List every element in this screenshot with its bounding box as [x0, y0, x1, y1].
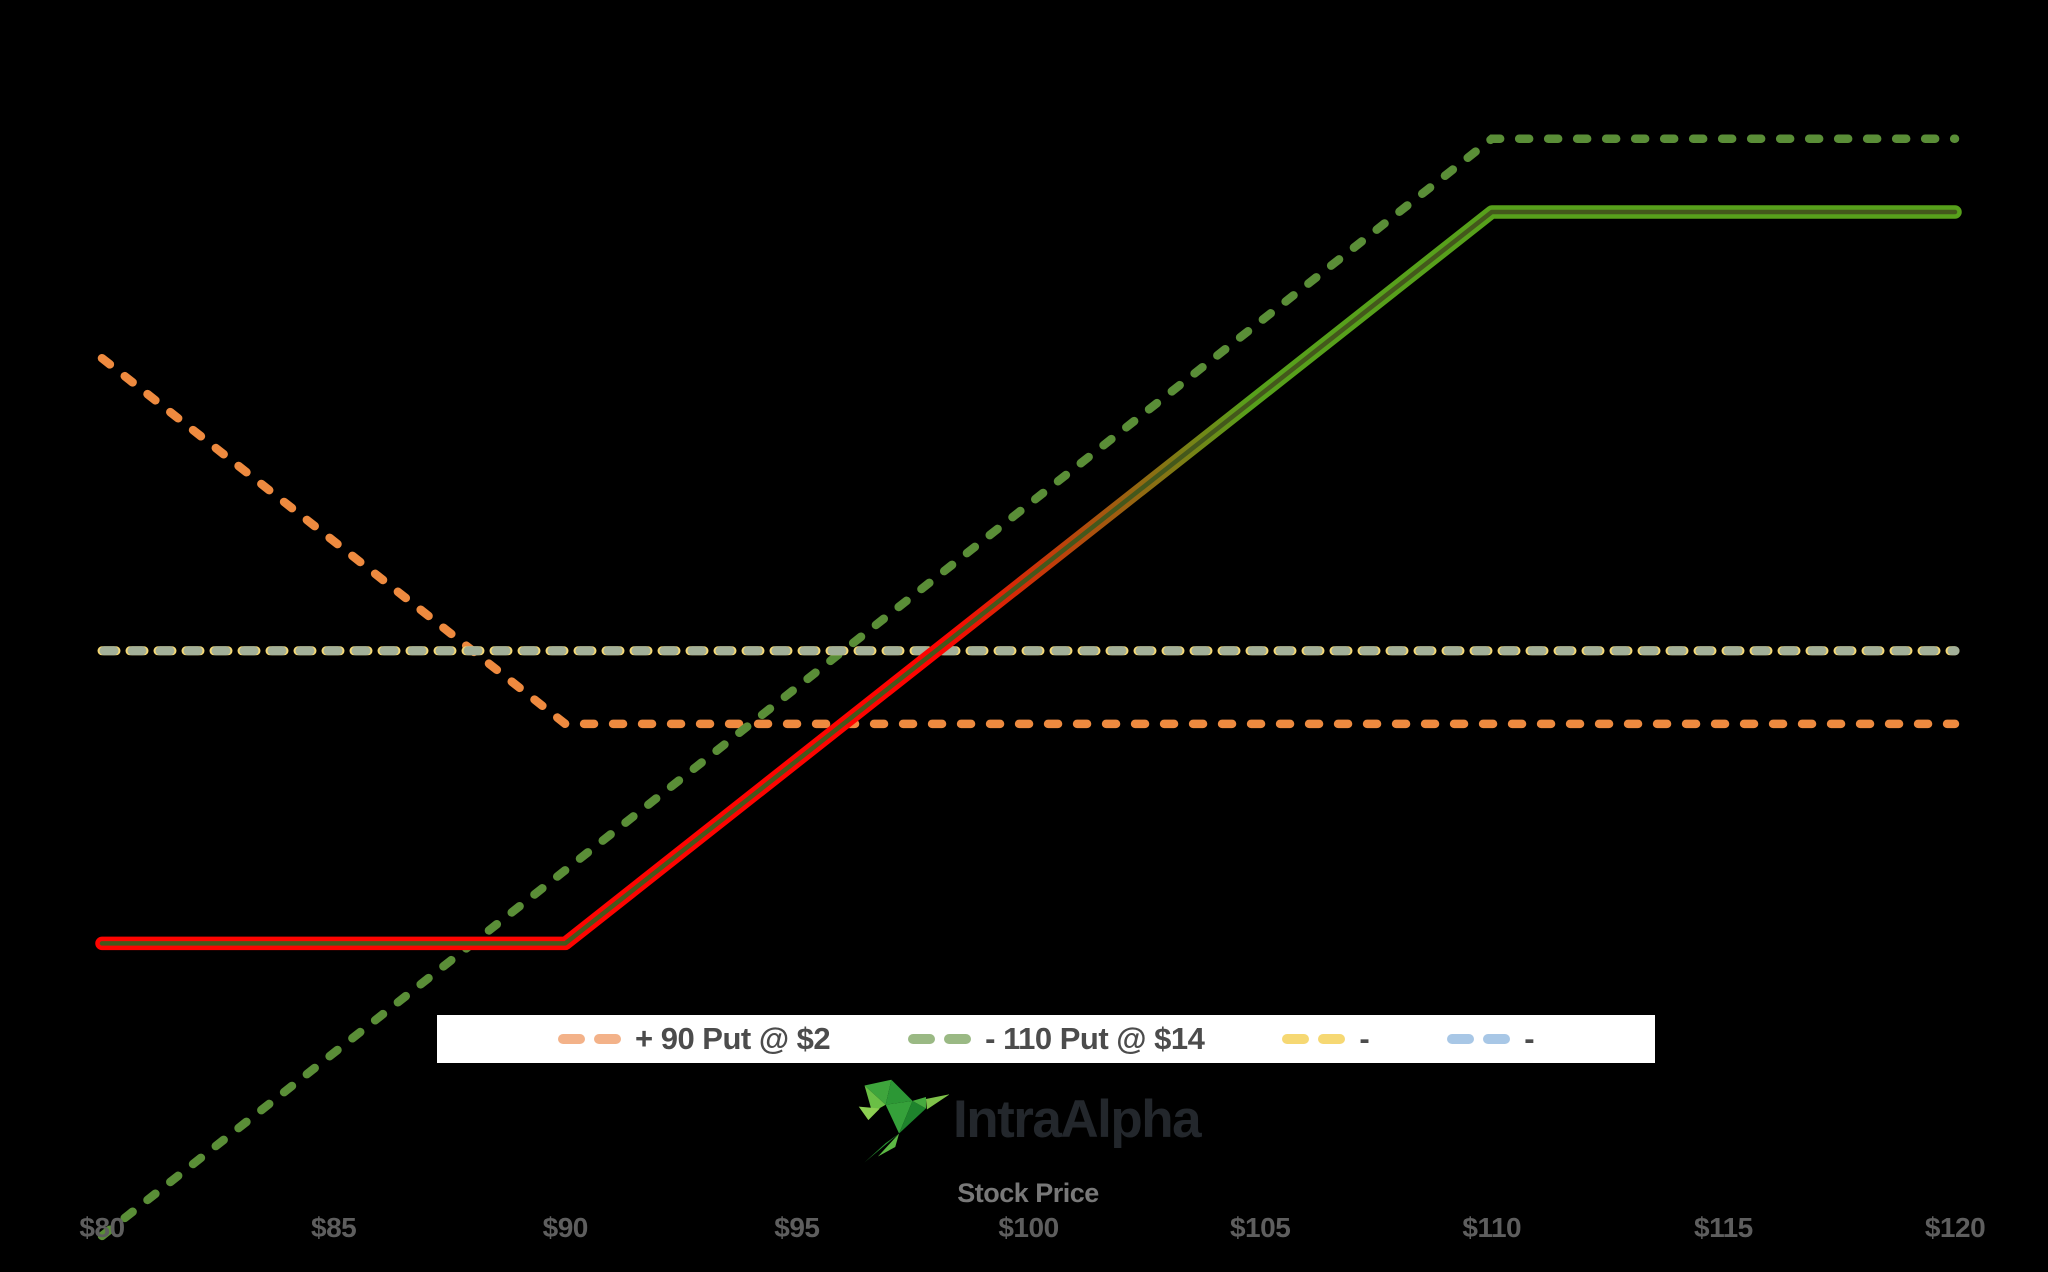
legend-swatch-dash [557, 1034, 585, 1044]
legend-item-zero-blue[interactable]: - [1447, 1021, 1535, 1057]
legend-swatch-zero-blue [1447, 1034, 1511, 1044]
legend-label: - 110 Put @ $14 [985, 1021, 1205, 1056]
legend-swatch-zero-yellow [1282, 1034, 1346, 1044]
legend-swatch-dash [1282, 1034, 1310, 1044]
legend-swatch-dash [1483, 1034, 1511, 1044]
legend-swatch-long-put [557, 1034, 621, 1044]
brand-name: IntraAlpha [953, 1089, 1202, 1149]
x-axis-title: Stock Price [957, 1178, 1099, 1208]
legend-swatch-dash [1318, 1034, 1346, 1044]
long-put-line [97, 353, 1960, 729]
legend-item-short-put[interactable]: - 110 Put @ $14 [908, 1021, 1205, 1057]
legend-swatch-short-put [908, 1034, 972, 1044]
combined-payoff-core [99, 209, 1958, 946]
legend-label: + 90 Put @ $2 [634, 1021, 831, 1056]
legend-swatch-dash [1447, 1034, 1475, 1044]
hummingbird-logo-icon [858, 1079, 949, 1163]
legend-item-long-put[interactable]: + 90 Put @ $2 [557, 1021, 831, 1057]
legend-item-zero-yellow[interactable]: - [1282, 1021, 1370, 1057]
legend-swatch-dash [593, 1034, 621, 1044]
legend-label: - [1524, 1021, 1535, 1056]
legend-swatch-dash [944, 1034, 972, 1044]
legend-swatch-dash [908, 1034, 936, 1044]
legend-label: - [1359, 1021, 1370, 1056]
chart-legend: + 90 Put @ $2 - 110 Put @ $14 - - [437, 1015, 1655, 1063]
short-put-line [97, 134, 1960, 1241]
brand-logo: IntraAlpha [853, 1076, 1202, 1168]
